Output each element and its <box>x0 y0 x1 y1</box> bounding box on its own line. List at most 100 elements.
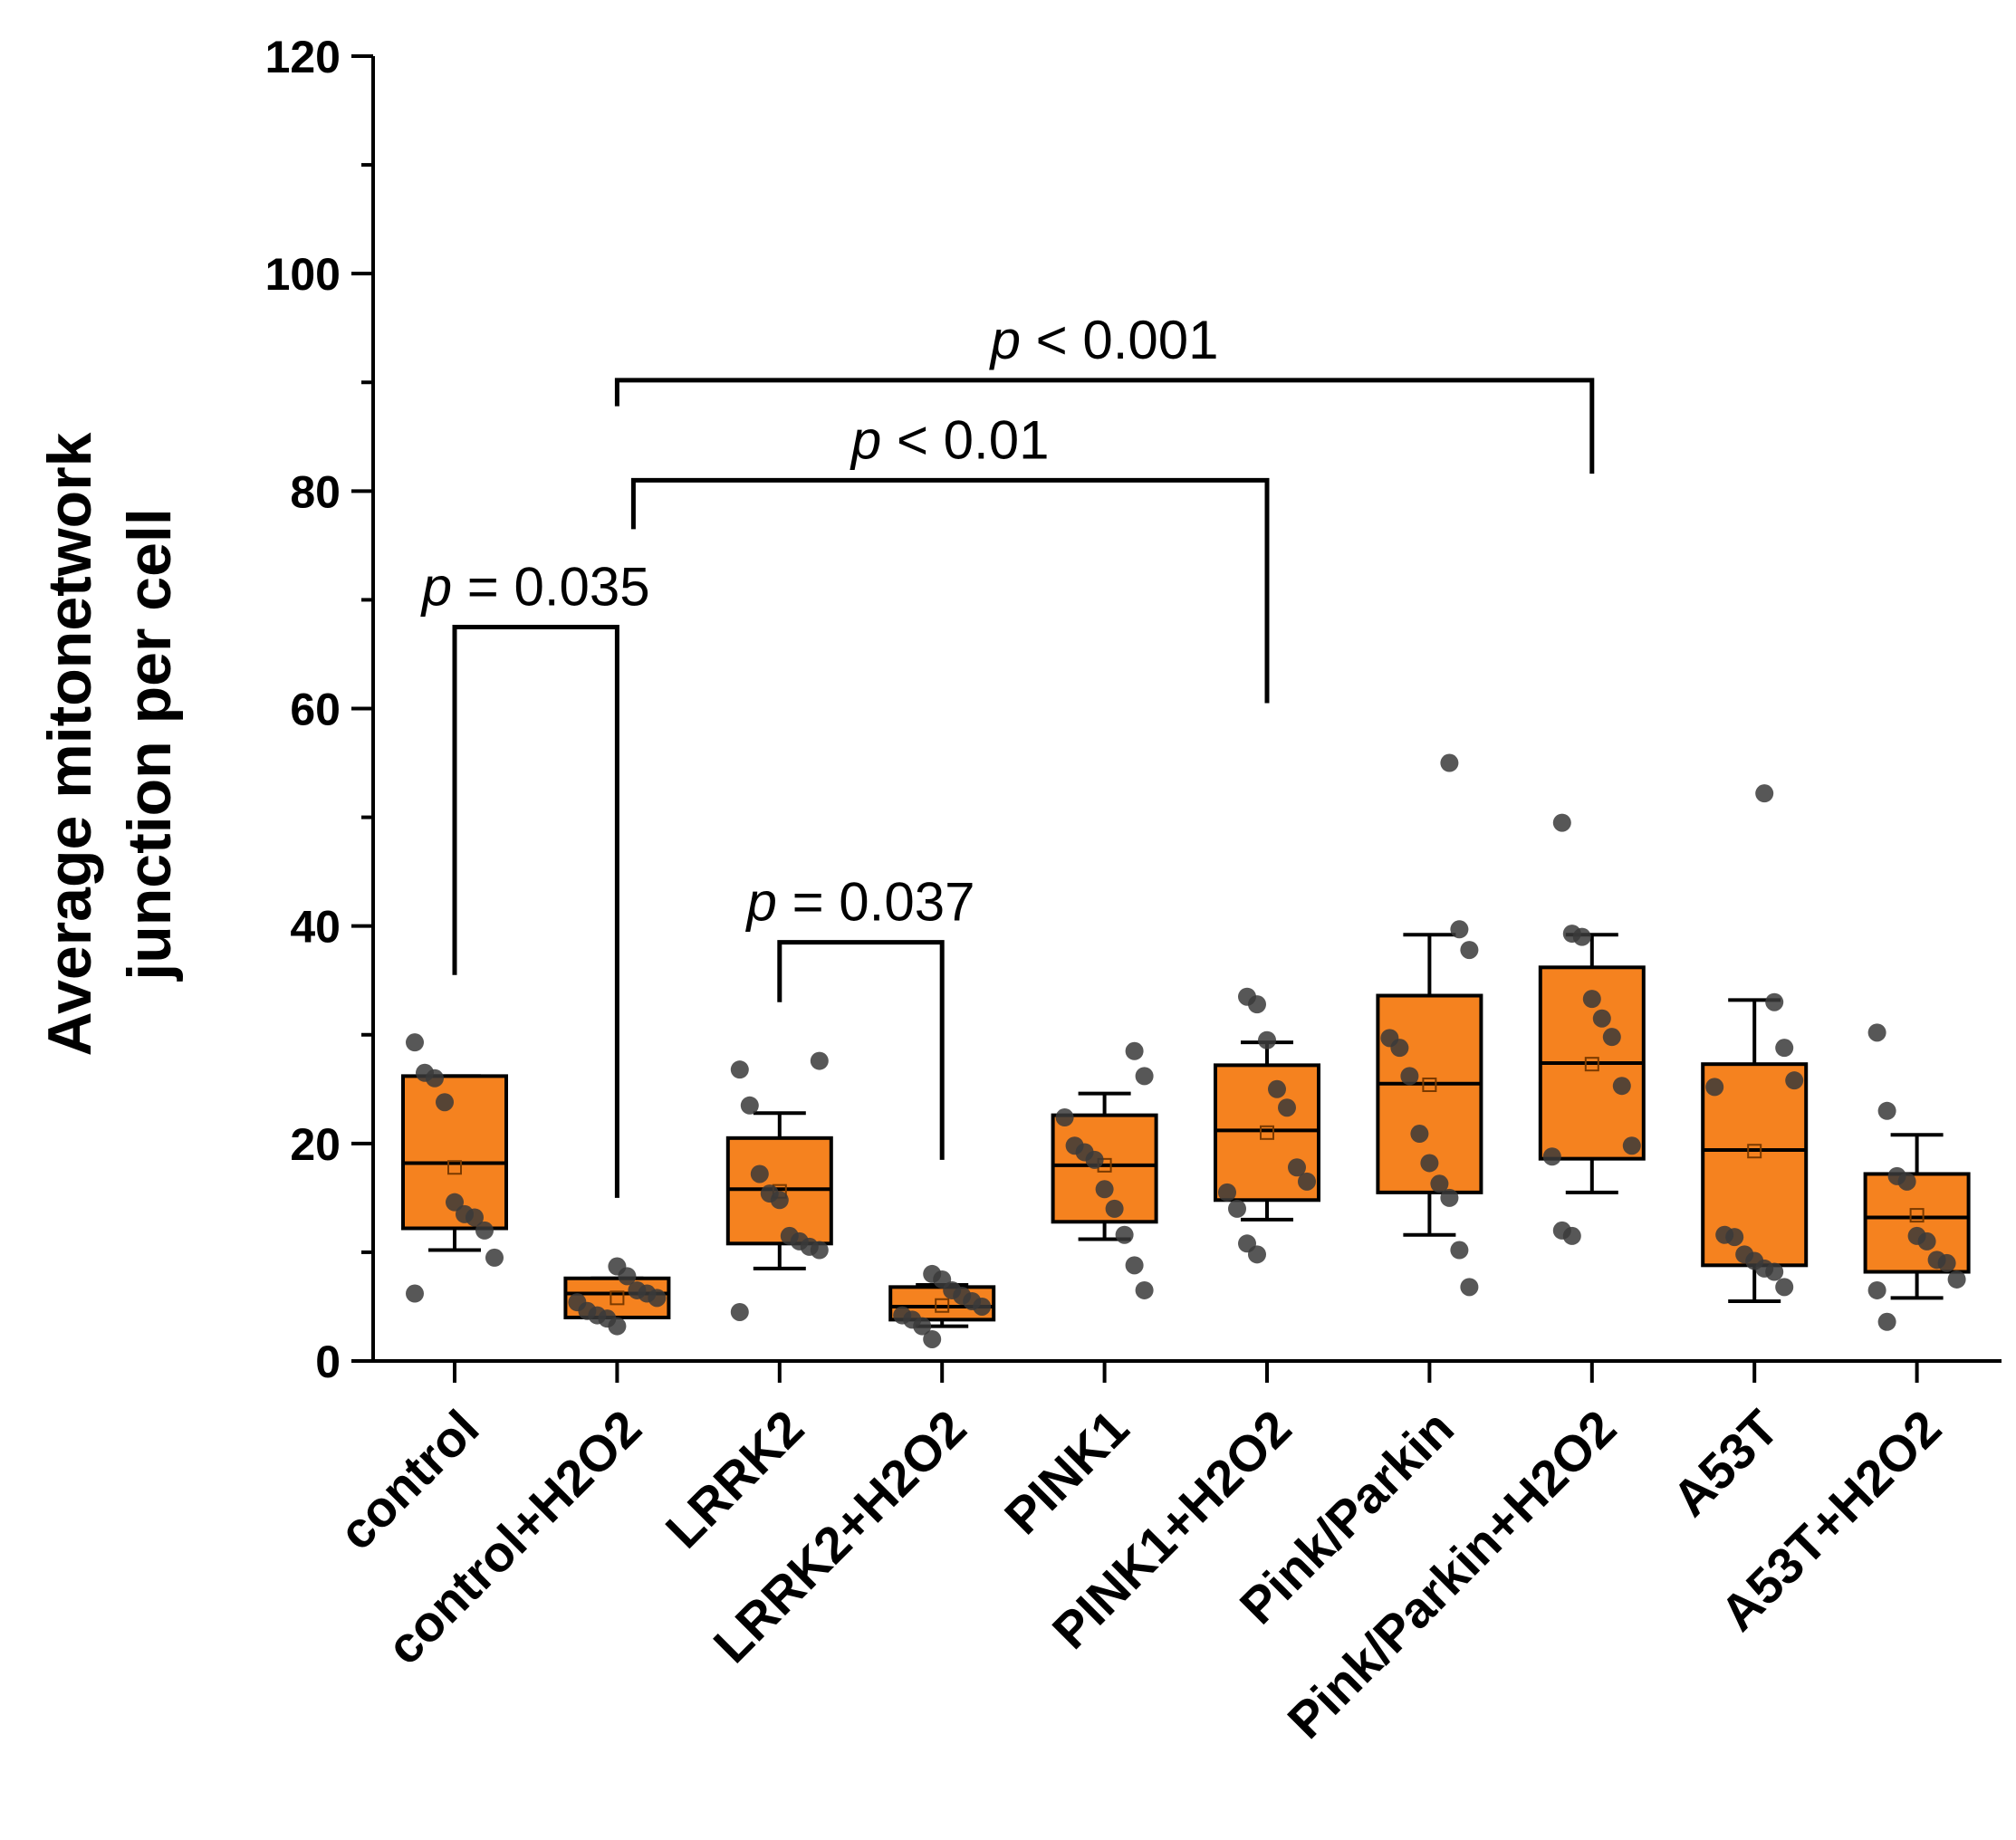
mean-marker <box>1747 1144 1762 1159</box>
mean-marker <box>1909 1208 1925 1223</box>
data-point <box>1785 1071 1804 1090</box>
data-point <box>1135 1067 1154 1086</box>
data-point <box>406 1033 424 1052</box>
data-point <box>1085 1150 1104 1169</box>
y-tick-label: 0 <box>315 1337 341 1387</box>
y-tick-label: 40 <box>290 902 341 953</box>
p-value-label: p = 0.037 <box>745 872 975 933</box>
data-point <box>1095 1180 1114 1199</box>
y-tick-label: 120 <box>265 32 341 82</box>
data-point <box>1228 1199 1246 1218</box>
x-tick-label: LRRK2 <box>655 1399 815 1559</box>
data-point <box>1288 1158 1306 1177</box>
data-point <box>740 1096 759 1115</box>
data-point <box>406 1284 424 1303</box>
x-tick-label: PINK1 <box>994 1399 1139 1545</box>
box-group-3: LRRK2 <box>655 1051 833 1559</box>
box-group-5: PINK1 <box>994 1041 1158 1545</box>
data-point <box>1460 941 1479 960</box>
data-point <box>1420 1154 1439 1173</box>
data-point <box>1298 1172 1316 1191</box>
data-point <box>426 1069 444 1088</box>
significance-annotation-1: p = 0.035 <box>420 556 650 1198</box>
x-tick-label: control <box>328 1399 490 1561</box>
significance-annotation-2: p = 0.037 <box>745 872 975 1160</box>
box-group-1: control <box>328 1033 508 1561</box>
y-axis-label: Average mitonetwork junction per cell <box>35 432 184 1056</box>
p-value-label: p < 0.001 <box>989 310 1219 370</box>
data-point <box>466 1208 484 1227</box>
data-point <box>648 1289 667 1308</box>
mean-marker <box>610 1290 625 1306</box>
data-point <box>1602 1028 1621 1047</box>
data-point <box>1562 1226 1581 1245</box>
y-tick-label: 80 <box>290 466 341 517</box>
data-point <box>730 1060 749 1079</box>
data-point <box>1460 1278 1479 1297</box>
y-tick-label: 20 <box>290 1119 341 1170</box>
data-point <box>1390 1039 1409 1058</box>
data-point <box>1582 990 1601 1009</box>
significance-bracket <box>614 378 1595 474</box>
data-point <box>1725 1228 1744 1247</box>
data-point <box>1450 920 1469 939</box>
p-symbol: p <box>745 872 777 933</box>
data-point <box>810 1051 829 1070</box>
data-point <box>1592 1009 1611 1028</box>
data-point <box>1755 784 1774 803</box>
data-point <box>770 1191 789 1210</box>
data-point <box>608 1317 627 1336</box>
data-point <box>1622 1136 1641 1155</box>
data-point <box>485 1248 504 1267</box>
data-point <box>436 1093 454 1112</box>
data-point <box>973 1297 992 1316</box>
data-point <box>1877 1312 1896 1331</box>
data-point <box>1125 1041 1144 1060</box>
mean-marker <box>447 1160 462 1175</box>
data-point <box>1450 1241 1469 1260</box>
box-group-9: A53T <box>1661 784 1809 1527</box>
data-point <box>913 1317 932 1336</box>
p-value-text: < 0.01 <box>881 409 1049 470</box>
iqr-box <box>1863 1172 1971 1274</box>
p-symbol: p <box>989 310 1021 370</box>
data-point <box>1867 1023 1886 1042</box>
data-point <box>1897 1172 1916 1191</box>
data-point <box>1775 1039 1794 1058</box>
data-point <box>1917 1231 1936 1251</box>
data-point <box>1937 1253 1956 1272</box>
data-point <box>810 1241 829 1260</box>
data-point <box>446 1193 464 1212</box>
data-point <box>1430 1174 1449 1193</box>
iqr-box <box>1051 1113 1158 1224</box>
p-symbol: p <box>850 409 881 470</box>
data-point <box>1218 1183 1236 1202</box>
data-point <box>1552 813 1571 832</box>
data-point <box>1248 1245 1266 1264</box>
data-point <box>923 1329 942 1348</box>
p-symbol: p <box>420 556 452 617</box>
data-point <box>1867 1280 1886 1299</box>
data-point <box>1278 1098 1296 1117</box>
data-point <box>1542 1147 1561 1166</box>
x-tick-label: A53T <box>1661 1399 1789 1527</box>
mean-marker <box>935 1298 950 1313</box>
data-point <box>1400 1067 1419 1086</box>
data-point <box>1268 1079 1286 1098</box>
mean-marker <box>1584 1057 1599 1072</box>
data-point <box>750 1164 769 1184</box>
p-value-label: p < 0.01 <box>850 409 1050 470</box>
p-value-text: = 0.037 <box>777 872 975 933</box>
significance-bracket <box>452 624 619 1198</box>
mean-marker <box>1422 1077 1437 1092</box>
data-point <box>1877 1101 1896 1120</box>
significance-bracket <box>630 477 1270 704</box>
data-point <box>1055 1108 1074 1127</box>
data-point <box>1258 1030 1276 1049</box>
data-point <box>1765 992 1784 1011</box>
significance-bracket <box>777 940 945 1160</box>
p-value-text: = 0.035 <box>452 556 650 617</box>
data-point <box>1775 1278 1794 1297</box>
